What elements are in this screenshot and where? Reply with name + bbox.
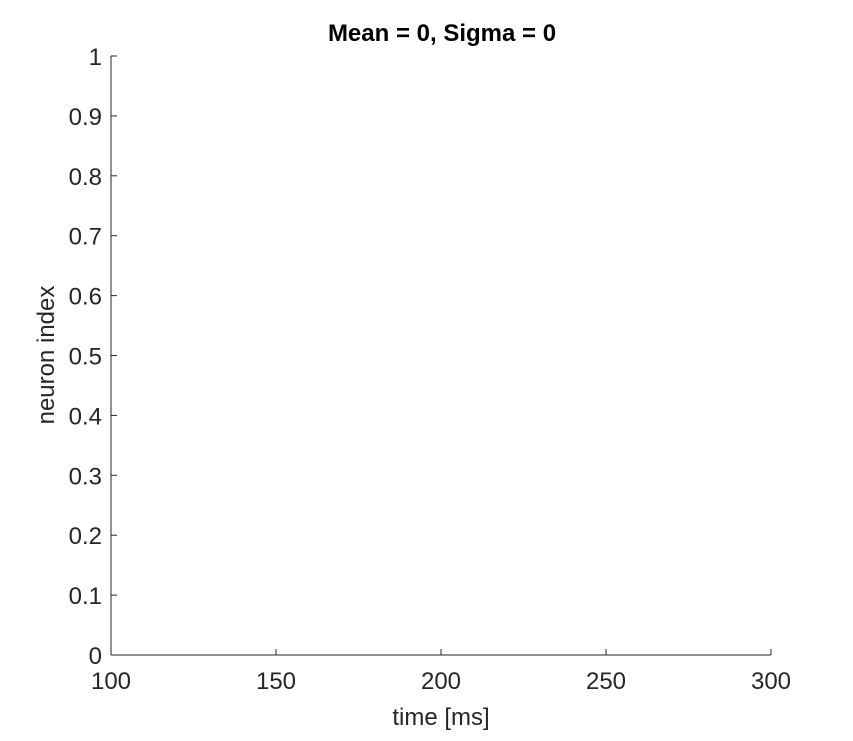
y-tick-label: 0.4 [69, 403, 102, 430]
y-tick-label: 0.3 [69, 463, 102, 490]
y-tick-label: 0.5 [69, 344, 102, 371]
y-axis-label: neuron index [33, 286, 60, 425]
chart-title: Mean = 0, Sigma = 0 [328, 20, 556, 47]
x-tick-label: 250 [586, 668, 626, 695]
y-tick-label: 1 [89, 44, 102, 71]
y-tick-label: 0.6 [69, 284, 102, 311]
y-axis-ticks: 0 0.1 0.2 0.3 0.4 0.5 0.6 0.7 0.8 0.9 1 [69, 44, 117, 670]
x-tick-label: 150 [256, 668, 296, 695]
x-axis-label: time [ms] [392, 704, 489, 731]
y-tick-label: 0 [89, 643, 102, 670]
y-tick-label: 0.1 [69, 583, 102, 610]
x-axis-ticks: 100 150 200 250 300 [91, 649, 791, 695]
plot-area [110, 56, 771, 656]
x-tick-label: 200 [421, 668, 461, 695]
y-tick-label: 0.9 [69, 104, 102, 131]
x-tick-label: 300 [751, 668, 791, 695]
x-tick-label: 100 [91, 668, 131, 695]
y-tick-label: 0.8 [69, 164, 102, 191]
y-tick-label: 0.7 [69, 224, 102, 251]
y-tick-label: 0.2 [69, 523, 102, 550]
